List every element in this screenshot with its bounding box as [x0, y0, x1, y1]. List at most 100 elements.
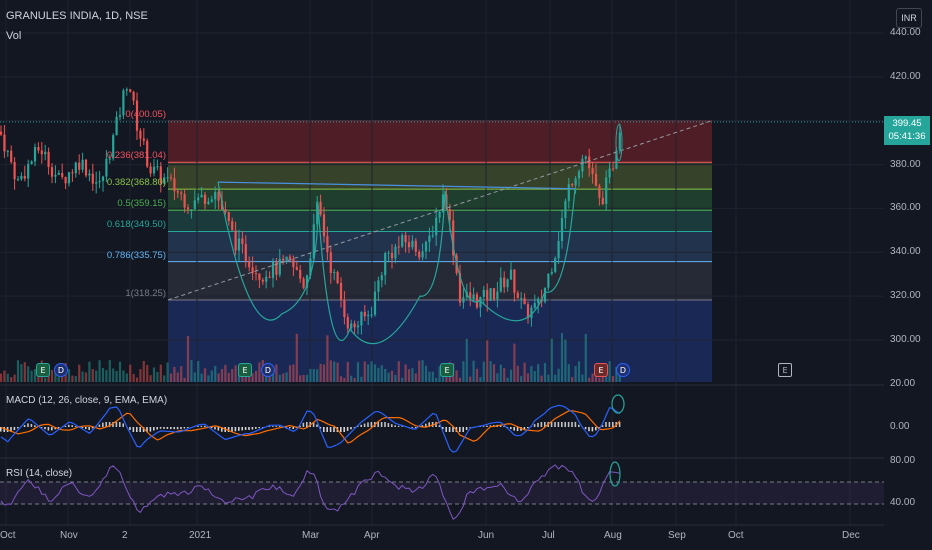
candle — [183, 194, 186, 208]
volume-bar — [74, 376, 77, 382]
candle — [571, 184, 574, 186]
macd-histogram-bar — [74, 426, 77, 427]
volume-bar — [506, 377, 509, 382]
macd-histogram-bar — [204, 425, 206, 427]
price-scale[interactable]: INR — [884, 0, 932, 550]
macd-histogram-bar — [411, 427, 413, 428]
candle — [197, 197, 200, 201]
candle — [40, 150, 43, 155]
candle — [329, 252, 332, 273]
macd-histogram-bar — [448, 427, 451, 432]
macd-histogram-bar — [217, 427, 220, 431]
volume-bar — [533, 371, 536, 382]
volume-bar — [292, 364, 295, 382]
time-label: Aug — [604, 530, 622, 541]
macd-histogram-bar — [40, 427, 43, 428]
symbol-title[interactable]: GRANULES INDIA, 1D, NSE — [6, 10, 148, 22]
earnings-badge-icon[interactable]: E — [238, 363, 252, 377]
currency-button[interactable]: INR — [896, 8, 922, 28]
candle — [71, 172, 74, 174]
macd-histogram-bar — [105, 422, 107, 427]
candle — [322, 214, 326, 237]
volume-bar — [353, 377, 356, 382]
earnings-badge-icon[interactable]: E — [594, 363, 608, 377]
dividend-badge-icon[interactable]: D — [261, 363, 275, 377]
earnings-badge-icon[interactable]: E — [778, 363, 792, 377]
macd-histogram-bar — [306, 422, 308, 427]
volume-bar — [455, 370, 458, 382]
volume-bar — [574, 366, 577, 382]
volume-bar — [598, 377, 601, 382]
macd-histogram-bar — [129, 427, 131, 430]
price-label: 440.00 — [890, 27, 921, 38]
macd-histogram-bar — [384, 422, 386, 427]
candle — [224, 209, 227, 213]
candle — [452, 220, 455, 256]
volume-bar — [50, 370, 54, 382]
candle — [530, 307, 533, 319]
candle — [350, 323, 353, 329]
volume-bar — [496, 373, 499, 382]
volume-bar — [530, 366, 533, 382]
macd-pane — [0, 394, 625, 453]
macd-histogram-bar — [608, 422, 611, 427]
candle — [615, 150, 618, 169]
candle — [608, 168, 611, 178]
volume-bar — [180, 366, 183, 382]
candle — [44, 151, 47, 155]
volume-bar — [142, 360, 145, 382]
volume-bar — [499, 364, 502, 382]
volume-bar — [173, 366, 176, 382]
volume-bar — [414, 373, 417, 382]
candle — [33, 147, 37, 162]
macd-histogram-bar — [401, 426, 403, 427]
macd-histogram-bar — [428, 422, 430, 427]
macd-histogram-bar — [180, 427, 182, 430]
macd-histogram-bar — [571, 422, 573, 427]
macd-histogram-bar — [564, 422, 566, 427]
candle — [557, 240, 560, 259]
indicator-scale-label: 80.00 — [890, 455, 916, 466]
candle — [227, 212, 230, 222]
candle — [516, 292, 519, 299]
macd-line — [0, 404, 621, 453]
macd-histogram-bar — [561, 422, 563, 427]
candle — [23, 175, 26, 179]
volume-bar — [601, 374, 604, 382]
candle — [469, 292, 472, 300]
fib-zone — [168, 231, 712, 262]
volume-bar — [367, 364, 370, 382]
volume-bar — [503, 368, 506, 382]
macd-histogram-bar — [316, 424, 318, 427]
dividend-badge-icon[interactable]: D — [54, 363, 68, 377]
candle — [421, 251, 424, 258]
candle — [16, 179, 20, 181]
candle — [135, 100, 139, 131]
dividend-badge-icon[interactable]: D — [616, 363, 630, 377]
macd-indicator-label[interactable]: MACD (12, 26, close, 9, EMA, EMA) — [6, 395, 168, 406]
macd-histogram-bar — [81, 427, 84, 428]
volume-bar — [513, 343, 516, 382]
candle — [588, 156, 591, 169]
volume-bar — [13, 374, 16, 382]
volume-bar — [112, 368, 115, 382]
chart-canvas[interactable] — [0, 0, 884, 550]
candle — [567, 184, 570, 202]
earnings-badge-icon[interactable]: E — [36, 363, 50, 377]
macd-histogram-bar — [394, 425, 396, 427]
volume-indicator-label[interactable]: Vol — [6, 30, 22, 42]
fib-level-label: 0(400.05) — [125, 108, 166, 120]
rsi-indicator-label[interactable]: RSI (14, close) — [6, 468, 73, 479]
volume-bar — [190, 360, 193, 382]
macd-histogram-bar — [598, 427, 600, 428]
macd-histogram-bar — [540, 422, 543, 427]
macd-histogram-bar — [333, 427, 335, 432]
earnings-badge-icon[interactable]: E — [440, 363, 454, 377]
candle — [118, 115, 122, 117]
bar-countdown: 05:41:36 — [888, 131, 926, 142]
fib-zone — [168, 162, 712, 190]
candle — [149, 166, 152, 174]
macd-histogram-bar — [3, 427, 5, 432]
macd-histogram-bar — [23, 424, 26, 427]
